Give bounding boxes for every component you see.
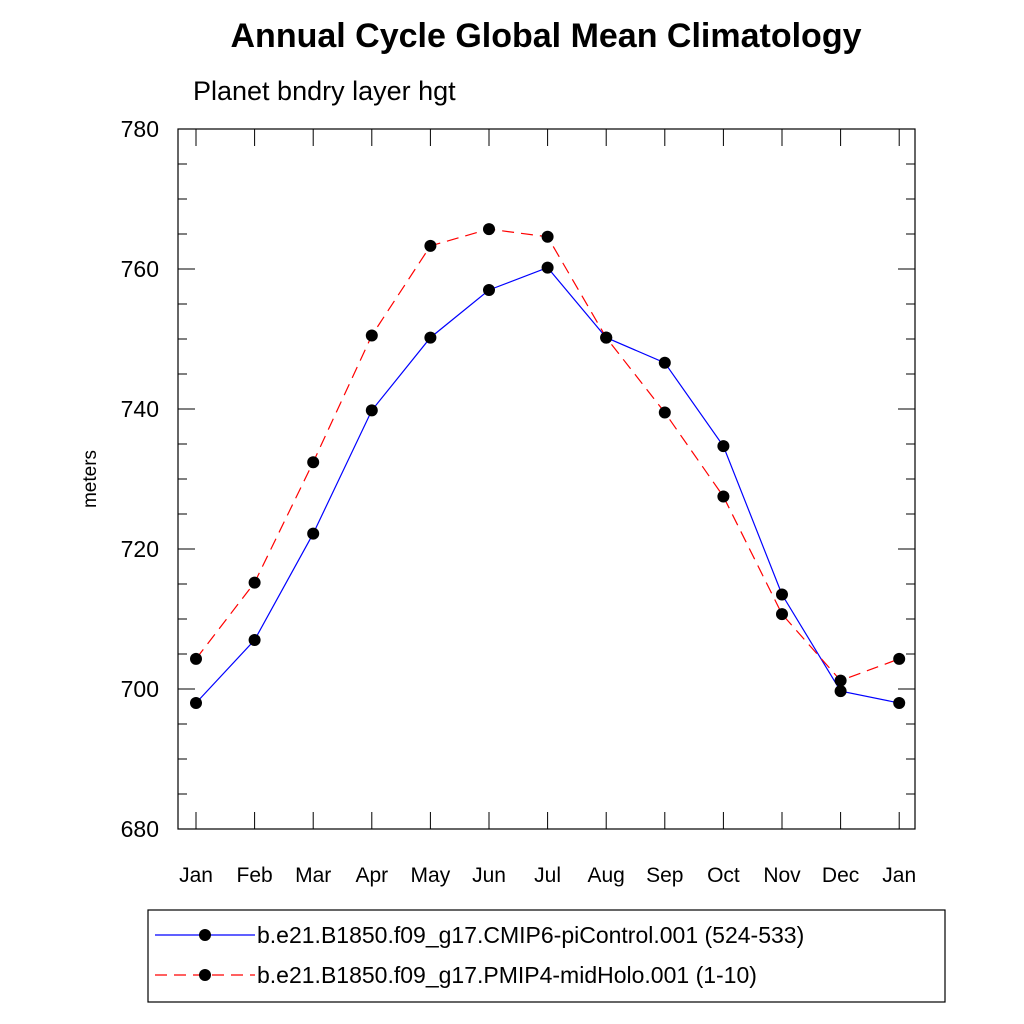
- y-tick-label: 740: [121, 396, 159, 422]
- data-point: [365, 329, 378, 342]
- data-point: [658, 406, 671, 419]
- data-point: [717, 490, 730, 503]
- series-1: [190, 261, 906, 709]
- x-tick-label: Nov: [763, 864, 801, 887]
- axis-ticks: [178, 128, 915, 830]
- legend-entry: b.e21.B1850.f09_g17.PMIP4-midHolo.001 (1…: [155, 962, 757, 988]
- data-point: [834, 674, 847, 687]
- y-axis-label: meters: [80, 450, 101, 508]
- data-point: [658, 356, 671, 369]
- series-layer: [190, 223, 906, 709]
- series-2: [190, 223, 906, 687]
- y-tick-label: 760: [121, 256, 159, 282]
- data-point: [307, 527, 320, 540]
- data-point: [893, 652, 906, 665]
- data-point: [776, 588, 788, 601]
- data-point: [717, 440, 730, 453]
- y-tick-label: 780: [121, 116, 159, 142]
- data-point: [365, 404, 378, 417]
- data-point: [834, 685, 847, 698]
- data-point: [190, 652, 202, 665]
- y-tick-labels: 680 700 720 740 760 780: [121, 116, 159, 842]
- x-tick-label: Jun: [472, 864, 506, 887]
- chart-subtitle: Planet bndry layer hgt: [193, 76, 456, 106]
- data-point: [541, 261, 554, 274]
- data-point: [483, 284, 495, 296]
- series-line: [195, 266, 900, 704]
- x-tick-label: Jul: [534, 864, 561, 887]
- x-tick-label: Mar: [295, 864, 331, 887]
- x-tick-label: Dec: [822, 864, 859, 887]
- data-point: [893, 697, 906, 709]
- y-tick-label: 720: [121, 536, 159, 562]
- data-point: [307, 456, 320, 469]
- data-point: [600, 331, 613, 344]
- x-tick-label: Oct: [707, 864, 740, 887]
- legend-entry: b.e21.B1850.f09_g17.CMIP6-piControl.001 …: [155, 922, 804, 948]
- data-point: [483, 223, 495, 236]
- data-point: [541, 230, 554, 243]
- x-tick-label: Feb: [237, 864, 273, 887]
- legend-label: b.e21.B1850.f09_g17.CMIP6-piControl.001 …: [257, 922, 804, 948]
- data-point: [190, 697, 202, 709]
- legend-label: b.e21.B1850.f09_g17.PMIP4-midHolo.001 (1…: [257, 962, 757, 988]
- x-tick-labels: Jan Feb Mar Apr May Jun Jul Aug Sep Oct Nov Dec Jan: [179, 864, 916, 887]
- x-tick-label: Sep: [646, 864, 683, 887]
- data-point: [424, 239, 437, 252]
- y-tick-label: 680: [121, 816, 159, 842]
- legend: b.e21.B1850.f09_g17.CMIP6-piControl.001 …: [155, 922, 804, 988]
- x-tick-label: Apr: [355, 864, 388, 887]
- legend-swatch-marker: [199, 929, 211, 941]
- data-point: [248, 576, 261, 589]
- legend-swatch-marker: [199, 969, 211, 981]
- data-point: [424, 331, 437, 344]
- data-point: [248, 634, 261, 646]
- x-tick-label: Aug: [588, 864, 625, 887]
- x-tick-label: May: [411, 864, 451, 887]
- data-point: [776, 608, 788, 621]
- y-tick-label: 700: [121, 676, 159, 702]
- legend-box: [147, 909, 946, 1003]
- x-tick-label: Jan: [179, 864, 213, 887]
- chart-title: Annual Cycle Global Mean Climatology: [231, 17, 862, 55]
- x-tick-label: Jan: [882, 864, 916, 887]
